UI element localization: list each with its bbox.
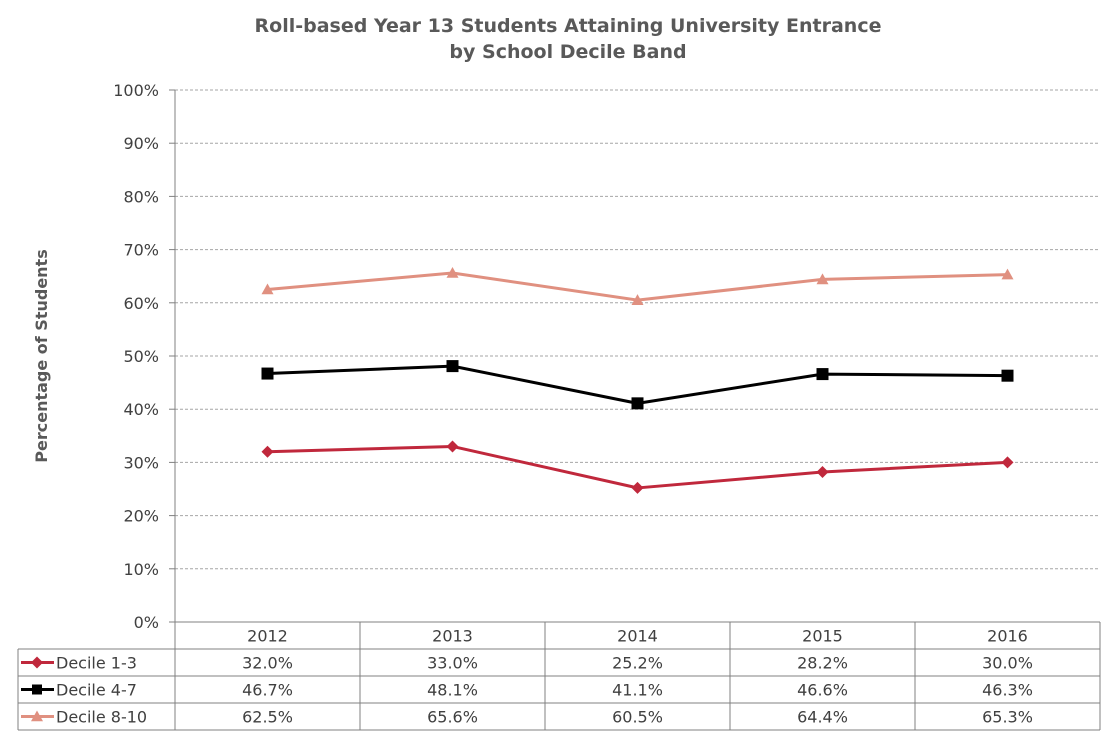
y-tick-label: 70%: [123, 241, 159, 260]
x-tick-label: 2012: [247, 627, 288, 646]
data-point: [816, 273, 829, 285]
x-tick-label: 2016: [987, 627, 1028, 646]
data-label: 46.7%: [242, 681, 293, 700]
x-tick-label: 2015: [802, 627, 843, 646]
series-markers: [261, 267, 1014, 494]
x-tick-label: 2013: [432, 627, 473, 646]
y-tick-label: 60%: [123, 294, 159, 313]
chart-subtitle: by School Decile Band: [449, 41, 686, 63]
y-tick-label: 0%: [134, 613, 159, 632]
data-label: 46.3%: [982, 681, 1033, 700]
data-point: [261, 283, 274, 295]
data-point: [446, 360, 459, 373]
y-tick-label: 90%: [123, 134, 159, 153]
data-point: [631, 397, 644, 410]
y-axis-label: Percentage of Students: [32, 249, 51, 462]
data-point: [261, 367, 274, 380]
x-tick-label: 2014: [617, 627, 658, 646]
legend-label: Decile 4-7: [56, 681, 137, 700]
data-label: 65.6%: [427, 708, 478, 727]
data-label: 25.2%: [612, 654, 663, 673]
series-line: [267, 444, 1008, 490]
y-tick-label: 100%: [113, 81, 159, 100]
data-label: 46.6%: [797, 681, 848, 700]
chart-title: Roll-based Year 13 Students Attaining Un…: [255, 15, 882, 37]
data-label: 32.0%: [242, 654, 293, 673]
legend-key-marker: [32, 684, 42, 695]
legend-label: Decile 8-10: [56, 708, 147, 727]
data-point: [446, 267, 459, 278]
data-label: 30.0%: [982, 654, 1033, 673]
y-tick-label: 80%: [123, 187, 159, 206]
y-tick-label: 10%: [123, 560, 159, 579]
gridlines: [175, 89, 1100, 570]
data-label: 64.4%: [797, 708, 848, 727]
data-label: 28.2%: [797, 654, 848, 673]
y-tick-label: 30%: [123, 453, 159, 472]
data-point: [446, 440, 459, 453]
y-tick-label: 20%: [123, 507, 159, 526]
data-label: 65.3%: [982, 708, 1033, 727]
data-point: [631, 294, 644, 305]
y-tick-label: 50%: [123, 347, 159, 366]
data-point: [261, 445, 274, 458]
y-axis-ticks: 0% 10% 20% 30% 40% 50% 60% 70% 80% 90% 100%: [113, 81, 176, 632]
data-point: [1001, 268, 1014, 280]
data-point: [1001, 456, 1014, 469]
data-label: 33.0%: [427, 654, 478, 673]
legend-label: Decile 1-3: [56, 654, 137, 673]
data-label: 48.1%: [427, 681, 478, 700]
data-point: [1001, 369, 1014, 382]
data-point: [631, 481, 644, 494]
data-label: 41.1%: [612, 681, 663, 700]
series-lines: [267, 271, 1008, 490]
y-tick-label: 40%: [123, 400, 159, 419]
data-label: 60.5%: [612, 708, 663, 727]
data-table: 2012 2013 2014 2015 2016 Decile 1-3 32.0% 33.0%…: [17, 621, 1101, 731]
data-point: [816, 368, 829, 381]
legend-key-marker: [31, 710, 43, 722]
legend-key-marker: [31, 656, 43, 669]
data-point: [816, 465, 829, 478]
data-label: 62.5%: [242, 708, 293, 727]
